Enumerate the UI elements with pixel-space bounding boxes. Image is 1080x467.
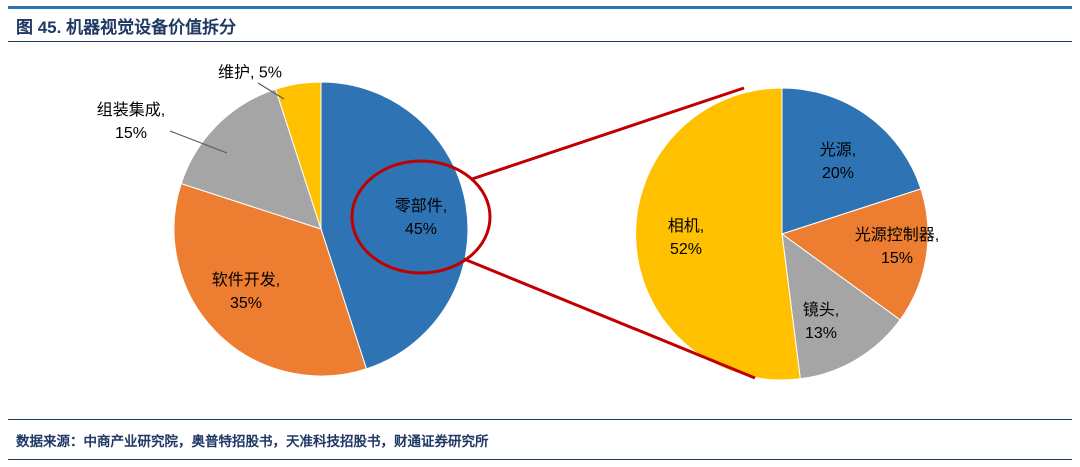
label-software-development: 软件开发, 35% (211, 271, 281, 312)
label-light-source-controller: 光源控制器, 15% (854, 226, 940, 267)
top-rule (8, 6, 1072, 9)
label-lens: 镜头, 13% (802, 301, 840, 342)
pie-slice-assembly-integration (180, 88, 322, 230)
maintenance-leader-line (257, 82, 285, 100)
zoom-callout-line-top (471, 86, 745, 181)
footer-rule (8, 419, 1072, 420)
pie-left-equipment-value (173, 81, 469, 377)
title-underline (8, 41, 1072, 42)
pie-slice-light-source (781, 87, 922, 235)
pie-slice-software-development (173, 182, 368, 377)
label-components: 零部件, 45% (394, 197, 448, 238)
label-light-source: 光源, 20% (819, 141, 857, 182)
zoom-callout-ellipse (350, 159, 492, 275)
label-maintenance: 维护, 5% (217, 64, 283, 82)
data-source: 数据来源：中商产业研究院，奥普特招股书，天准科技招股书，财通证券研究所 (16, 434, 489, 449)
label-camera: 相机, 52% (667, 217, 705, 258)
pie-slice-maintenance (274, 81, 322, 230)
pie-right-components-value (635, 87, 929, 381)
bottom-rule (8, 459, 1072, 460)
label-assembly-integration: 组装集成, 15% (96, 101, 166, 142)
pie-slice-lens (781, 232, 901, 380)
figure-title: 图 45. 机器视觉设备价值拆分 (16, 18, 237, 37)
pie-slice-light-source-controller (780, 188, 929, 321)
pie-slice-components (320, 81, 469, 370)
assembly-integration-leader-line (169, 130, 228, 154)
zoom-callout-line-bottom (463, 257, 756, 380)
pie-slice-camera (635, 87, 801, 381)
